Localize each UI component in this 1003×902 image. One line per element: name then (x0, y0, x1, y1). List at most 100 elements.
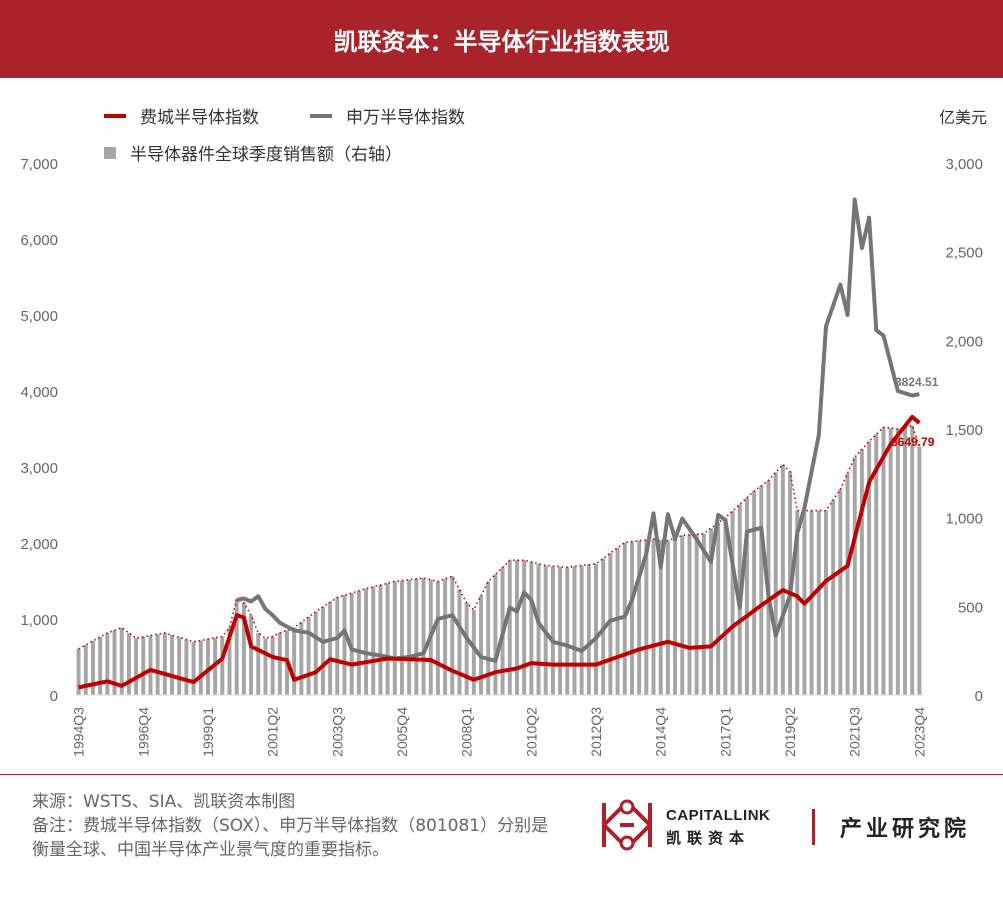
sales-bar (277, 632, 282, 695)
sales-bar (809, 510, 814, 695)
sales-bar (479, 595, 484, 695)
sales-bar (586, 564, 591, 695)
left-tick-label: 7,000 (20, 156, 58, 173)
sales-bar (903, 427, 908, 695)
right-tick-label: 500 (958, 599, 983, 616)
sales-bar (558, 566, 563, 695)
sales-bar (874, 434, 879, 695)
sales-bar (493, 574, 498, 695)
x-tick-label: 2019Q2 (782, 707, 798, 757)
sales-bar (421, 577, 426, 695)
right-tick-label: 2,500 (945, 245, 983, 262)
sales-bar (356, 590, 361, 695)
sw-end-label: 3824.51 (895, 375, 939, 389)
sales-bar (536, 563, 541, 695)
sales-bar (335, 597, 340, 695)
sales-bar (773, 472, 778, 695)
sales-bar (320, 606, 325, 695)
page-title: 凯联资本：半导体行业指数表现 (0, 0, 1003, 78)
x-tick-label: 2021Q3 (847, 707, 863, 757)
sales-bar (687, 534, 692, 695)
capitallink-logo: CAPITALLINK 凯联资本 产业研究院 (596, 795, 986, 855)
sales-bar (895, 429, 900, 695)
sales-bar (364, 588, 369, 695)
sales-bar (83, 644, 88, 695)
left-tick-label: 5,000 (20, 308, 58, 325)
sales-bar (608, 553, 613, 695)
sales-bar (385, 583, 390, 695)
legend-sw-label: 申万半导体指数 (346, 108, 465, 128)
sales-bar (507, 560, 512, 695)
sales-bar (572, 566, 577, 695)
sales-bar (105, 632, 110, 695)
sales-bar (457, 589, 462, 695)
x-tick-label: 2010Q2 (523, 707, 539, 757)
source-line: 来源：WSTS、SIA、凯联资本制图 (32, 792, 296, 812)
x-tick-label: 2023Q4 (911, 707, 927, 757)
sales-bar (637, 540, 642, 695)
sales-bar (263, 638, 268, 695)
sales-bar (910, 425, 915, 695)
left-tick-label: 3,000 (20, 460, 58, 477)
left-tick-label: 4,000 (20, 384, 58, 401)
sales-bar (76, 648, 81, 695)
sales-bar (615, 547, 620, 695)
sales-bar (435, 581, 440, 695)
sales-bar (170, 635, 174, 695)
sales-bar (134, 638, 139, 695)
sales-bar (816, 510, 821, 695)
legend-sales-swatch (104, 146, 116, 159)
left-tick-label: 6,000 (20, 232, 58, 249)
sales-bar (838, 489, 843, 695)
sales-bar (780, 464, 785, 695)
sales-bar (859, 449, 864, 695)
sales-bar (744, 497, 749, 695)
legend-sw-swatch (310, 113, 332, 118)
sales-bar (155, 634, 160, 695)
sales-bar (701, 533, 706, 695)
legend-sox-label: 费城半导体指数 (140, 108, 259, 128)
sales-bar (723, 517, 728, 695)
sales-bar (342, 595, 347, 695)
sales-bar (917, 446, 922, 695)
right-tick-label: 1,500 (945, 422, 983, 439)
sales-trace-line (78, 424, 921, 650)
x-tick-label: 1999Q1 (200, 707, 216, 757)
x-tick-label: 2012Q3 (588, 707, 604, 757)
sales-bar (198, 640, 203, 695)
sales-bar (651, 538, 656, 695)
sales-bar (665, 540, 670, 695)
sales-bar (313, 611, 318, 695)
sales-bar (126, 632, 131, 695)
x-tick-label: 2005Q4 (394, 707, 410, 757)
right-tick-label: 3,000 (945, 156, 983, 173)
sales-bar (299, 622, 304, 695)
sales-bar (234, 599, 239, 695)
brand-name-cn: 凯联资本 (666, 829, 751, 847)
sales-bar (658, 539, 663, 695)
sales-bar (730, 511, 735, 695)
sox-index-line (78, 414, 921, 690)
sales-bar (184, 639, 189, 695)
legend-sox-swatch (104, 113, 126, 118)
capitallink-emblem-icon (602, 799, 652, 851)
sales-bar (579, 565, 584, 695)
legend-sox: 费城半导体指数 (104, 103, 259, 128)
sales-bar (98, 636, 103, 695)
sales-bar (845, 473, 850, 695)
sales-bar (680, 535, 685, 695)
right-tick-label: 1,000 (945, 511, 983, 528)
sales-bar (450, 576, 455, 695)
x-tick-label: 2001Q2 (265, 707, 281, 757)
note-line: 备注：费城半导体指数（SOX）、申万半导体指数（801081）分别是衡量全球、中… (32, 816, 549, 860)
right-axis-unit: 亿美元 (938, 108, 987, 127)
left-tick-label: 2,000 (20, 536, 58, 553)
sales-bar (220, 636, 225, 695)
left-tick-label: 0 (50, 688, 58, 705)
sales-bar (191, 641, 196, 695)
brand-separator (812, 809, 815, 845)
sales-bar (443, 578, 448, 695)
x-tick-label: 1994Q3 (71, 707, 87, 757)
sales-bar (464, 602, 469, 695)
sales-bar (716, 522, 721, 695)
